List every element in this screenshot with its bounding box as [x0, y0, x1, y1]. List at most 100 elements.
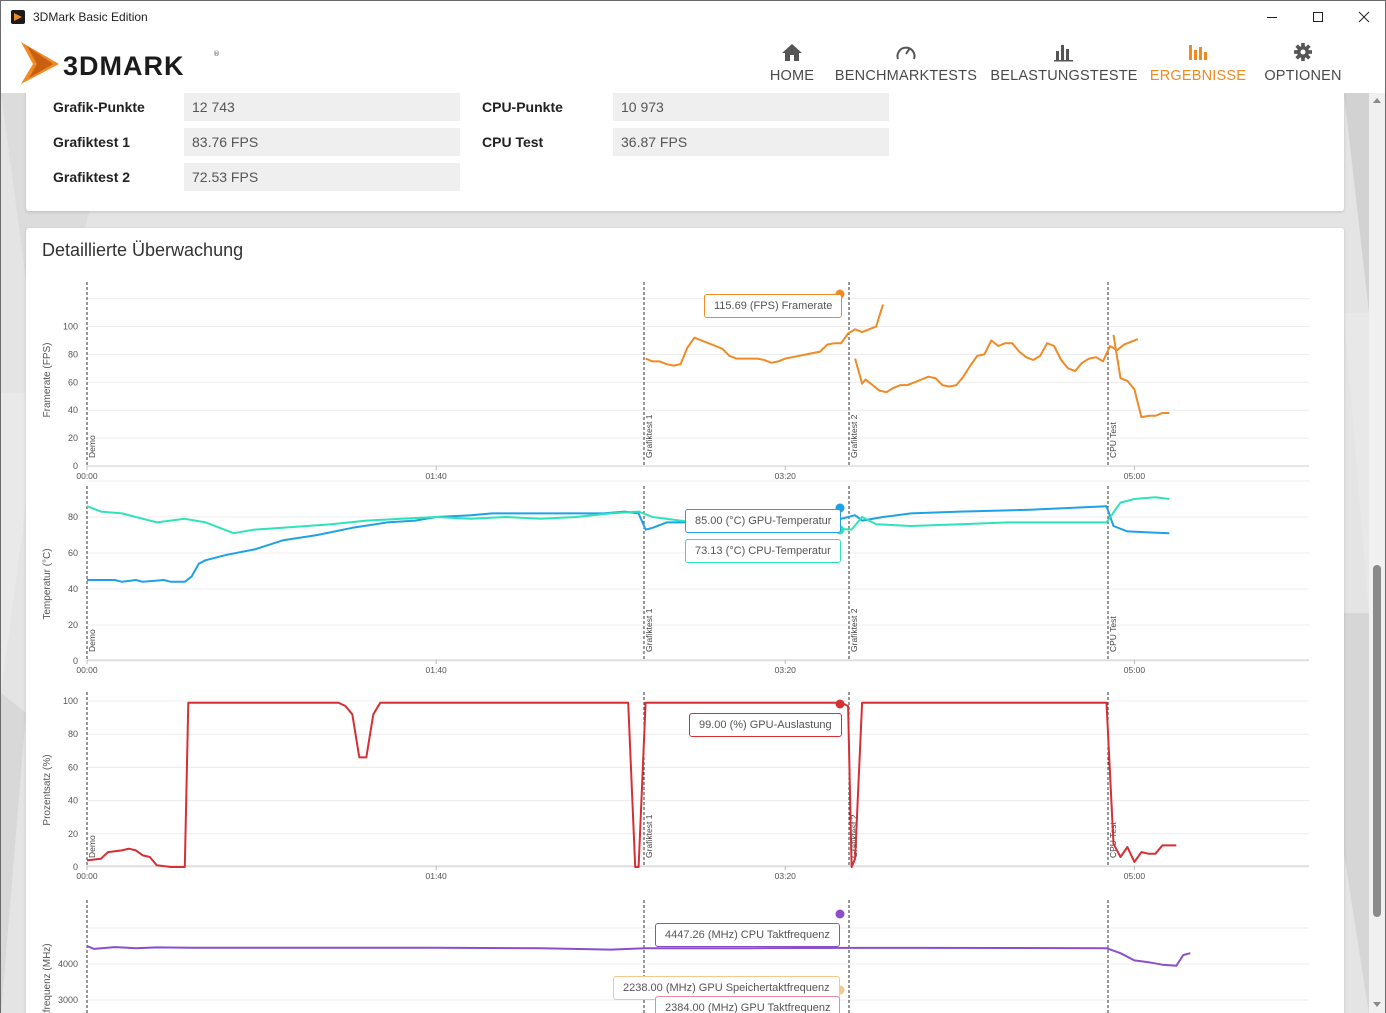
tooltip-cpu-clock: 4447.26 (MHz) CPU Taktfrequenz: [655, 923, 840, 947]
close-icon: [1358, 11, 1370, 22]
gauge-icon: [896, 46, 916, 60]
y-tick-label: 20: [68, 620, 78, 630]
gear-icon: [1294, 43, 1312, 61]
series-line: [86, 496, 1170, 535]
test-marker-label: CPU Test: [1108, 616, 1118, 652]
tooltip-cpu-temperature: 73.13 (°C) CPU-Temperatur: [685, 539, 841, 563]
x-tick-label: 05:00: [1124, 665, 1146, 675]
test-marker-label: Grafiktest 1: [644, 814, 654, 858]
minimize-button[interactable]: [1249, 1, 1295, 32]
x-tick-label: 01:40: [426, 471, 448, 481]
nav-optionen[interactable]: OPTIONEN: [1263, 32, 1343, 93]
home-icon: [782, 44, 802, 61]
series-line: [86, 701, 1177, 868]
ylabel-framerate: Framerate (FPS): [42, 342, 53, 417]
x-tick-label: 00:00: [76, 471, 98, 481]
score-label-grafiktest-1: Grafiktest 1: [53, 134, 131, 150]
svg-text:®: ®: [213, 50, 220, 58]
monitoring-title: Detaillierte Überwachung: [42, 240, 244, 260]
x-tick-label: 03:20: [775, 471, 797, 481]
3dmark-logo[interactable]: 3DMARK ®: [19, 38, 229, 84]
y-tick-label: 60: [68, 548, 78, 558]
nav-label-ergebnisse: ERGEBNISSE: [1149, 68, 1247, 84]
x-tick-label: 00:00: [76, 871, 98, 881]
y-tick-label: 40: [68, 584, 78, 594]
score-label-grafiktest-2: Grafiktest 2: [53, 169, 131, 185]
x-tick-label: 03:20: [775, 665, 797, 675]
x-tick-label: 05:00: [1124, 471, 1146, 481]
nav-label-optionen: OPTIONEN: [1264, 68, 1342, 84]
nav-label-belastungsteste: BELASTUNGSTESTE: [990, 68, 1138, 84]
y-tick-label: 80: [68, 512, 78, 522]
vertical-scrollbar[interactable]: [1369, 93, 1385, 1013]
scroll-down-arrow-icon[interactable]: [1373, 1002, 1381, 1007]
ylabel-temperature: Temperatur (°C): [42, 548, 53, 619]
series-line: [854, 338, 1139, 394]
score-value-grafiktest-1: 83.76 FPS: [184, 128, 460, 156]
svg-text:3DMARK: 3DMARK: [63, 51, 185, 81]
monitoring-charts[interactable]: 0 20 40 60 80 100 Framerate (FPS) 00:00 01:40 03:…: [26, 228, 1344, 1013]
nav-home[interactable]: HOME: [767, 32, 817, 93]
y-tick-label: 100: [63, 696, 78, 706]
x-tick-label: 05:00: [1124, 871, 1146, 881]
y-tick-label: 0: [73, 461, 78, 471]
nav-label-benchmarktests: BENCHMARKTESTS: [834, 68, 978, 84]
y-tick-label: 100: [63, 322, 78, 332]
test-marker-label: Grafiktest 2: [849, 814, 859, 858]
nav-ergebnisse[interactable]: ERGEBNISSE: [1149, 32, 1247, 93]
y-tick-label: 4000: [58, 959, 78, 969]
test-marker-label: Grafiktest 2: [849, 414, 859, 458]
cpu-clock-hover-dot: [835, 909, 845, 919]
score-label-grafik-punkte: Grafik-Punkte: [53, 99, 145, 115]
score-value-cpu-test: 36.87 FPS: [613, 128, 889, 156]
series-line: [87, 505, 1170, 583]
nav-label-home: HOME: [769, 68, 815, 84]
score-value-grafiktest-2: 72.53 FPS: [184, 163, 460, 191]
x-tick-label: 01:40: [426, 665, 448, 675]
title-bar: 3DMark Basic Edition: [1, 1, 1385, 32]
app-header: 3DMARK ® HOME BENCHMARKTESTS BELASTUNGST…: [1, 32, 1385, 93]
tooltip-gpu-temperature: 85.00 (°C) GPU-Temperatur: [685, 509, 842, 533]
x-tick-label: 01:40: [426, 871, 448, 881]
window-title: 3DMark Basic Edition: [33, 9, 148, 24]
y-tick-label: 0: [73, 862, 78, 872]
score-summary-card: Grafik-Punkte 12 743 Grafiktest 1 83.76 …: [26, 93, 1344, 211]
tooltip-framerate: 115.69 (FPS) Framerate: [704, 294, 843, 318]
test-marker-label: Grafiktest 1: [644, 414, 654, 458]
score-value-grafik-punkte: 12 743: [184, 93, 460, 121]
bars-icon: [1054, 45, 1073, 62]
y-tick-label: 60: [68, 377, 78, 387]
y-tick-label: 3000: [58, 995, 78, 1005]
y-tick-label: 20: [68, 433, 78, 443]
nav-belastungsteste[interactable]: BELASTUNGSTESTE: [990, 32, 1137, 93]
test-marker-label: Demo: [87, 435, 97, 458]
y-tick-label: 80: [68, 729, 78, 739]
minimize-icon: [1267, 16, 1277, 18]
tooltip-gpu-memory-clock: 2238.00 (MHz) GPU Speichertaktfrequenz: [613, 976, 840, 1000]
tooltip-gpu-load: 99.00 (%) GPU-Auslastung: [689, 713, 842, 737]
test-marker-label: CPU Test: [1108, 422, 1118, 458]
results-chart-icon: [1189, 45, 1207, 60]
score-label-cpu-punkte: CPU-Punkte: [482, 99, 563, 115]
maximize-button[interactable]: [1295, 1, 1341, 32]
gpu-load-hover-dot: [835, 699, 845, 709]
ylabel-clock: Taktfrequenz (MHz): [42, 943, 53, 1013]
series-line: [1112, 334, 1170, 419]
score-value-cpu-punkte: 10 973: [613, 93, 889, 121]
nav-benchmarktests[interactable]: BENCHMARKTESTS: [834, 32, 978, 93]
scroll-up-arrow-icon[interactable]: [1373, 98, 1381, 103]
maximize-icon: [1313, 11, 1323, 22]
y-tick-label: 0: [73, 656, 78, 666]
test-marker-label: Demo: [87, 629, 97, 652]
close-button[interactable]: [1341, 1, 1386, 32]
app-icon: [11, 9, 25, 24]
series-line: [645, 304, 884, 367]
monitoring-card: Detaillierte Überwachung 0 20 40 60 80 100 Fra…: [26, 228, 1344, 1013]
y-tick-label: 40: [68, 405, 78, 415]
results-content[interactable]: Grafik-Punkte 12 743 Grafiktest 1 83.76 …: [1, 93, 1369, 1013]
scrollbar-thumb[interactable]: [1373, 565, 1381, 917]
test-marker-label: Demo: [87, 835, 97, 858]
y-tick-label: 60: [68, 762, 78, 772]
x-tick-label: 00:00: [76, 665, 98, 675]
